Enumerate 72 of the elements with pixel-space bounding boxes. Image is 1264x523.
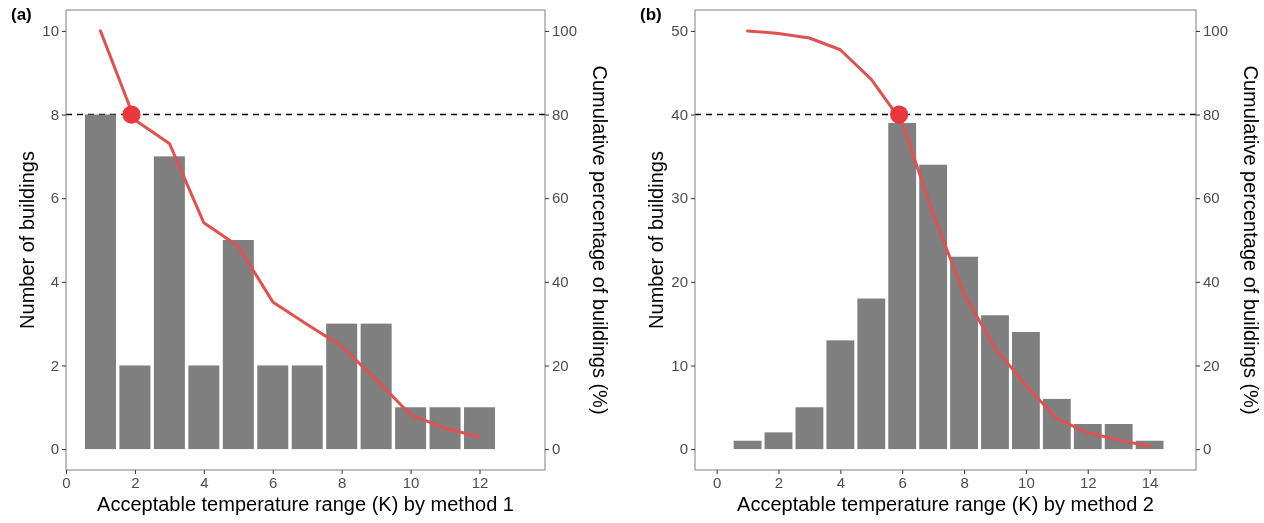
y2-tick-label: 80 xyxy=(1203,105,1220,123)
x-tick-label: 8 xyxy=(960,473,969,491)
x-tick-label: 10 xyxy=(402,473,420,491)
bar xyxy=(360,323,392,450)
y2-tick-label: 60 xyxy=(552,189,569,207)
x-tick-label: 0 xyxy=(62,473,71,491)
x-tick-label: 0 xyxy=(712,473,722,491)
y-tick-label: 10 xyxy=(42,22,59,40)
bar xyxy=(257,365,289,450)
bar xyxy=(395,407,427,450)
bar xyxy=(733,440,762,450)
y2-tick-label: 40 xyxy=(552,273,569,291)
bar xyxy=(291,365,323,450)
x-tick-label: 8 xyxy=(338,473,347,491)
y-tick-label: 6 xyxy=(50,189,59,207)
bar xyxy=(919,164,948,450)
bar xyxy=(188,365,220,450)
bar xyxy=(888,122,917,450)
y2-tick-label: 0 xyxy=(552,440,561,458)
x-tick-label: 2 xyxy=(774,473,784,491)
bar xyxy=(1011,332,1040,450)
y2-tick-label: 80 xyxy=(552,105,569,123)
y2-tick-label: 0 xyxy=(1203,440,1212,458)
chart-title: (b) xyxy=(640,5,662,24)
x-axis-title: Acceptable temperature range (K) by method 1 xyxy=(97,493,514,515)
y-tick-label: 0 xyxy=(679,440,688,458)
y2-tick-label: 100 xyxy=(552,22,578,40)
bar xyxy=(119,365,151,450)
bar xyxy=(326,323,358,450)
bar xyxy=(857,298,886,450)
y-tick-label: 4 xyxy=(50,273,59,291)
bar xyxy=(222,240,254,450)
bar xyxy=(84,114,116,450)
x-tick-label: 12 xyxy=(1079,473,1097,491)
bar xyxy=(826,340,855,450)
x-tick-label: 4 xyxy=(200,473,209,491)
x-tick-label: 4 xyxy=(836,473,846,491)
bar xyxy=(1042,398,1071,450)
line-series xyxy=(746,29,1152,449)
x-tick-label: 2 xyxy=(131,473,140,491)
bar xyxy=(429,407,461,450)
chart-title: (a) xyxy=(11,5,32,24)
y-tick-label: 20 xyxy=(671,273,688,291)
bar xyxy=(464,407,496,450)
y-tick-label: 2 xyxy=(50,356,59,374)
x-tick-label: 6 xyxy=(898,473,907,491)
y-tick-label: 0 xyxy=(50,440,59,458)
y2-tick-label: 20 xyxy=(1203,356,1220,374)
y-tick-label: 30 xyxy=(671,189,688,207)
bar xyxy=(950,256,978,450)
bar xyxy=(795,407,824,450)
y-axis-title: Number of buildings xyxy=(16,151,38,329)
y-tick-label: 50 xyxy=(671,22,688,40)
x-tick-label: 6 xyxy=(269,473,278,491)
y2-tick-label: 100 xyxy=(1203,22,1229,40)
bar xyxy=(764,432,793,450)
bar xyxy=(981,315,1009,450)
x-tick-label: 14 xyxy=(1141,473,1159,491)
y-tick-label: 8 xyxy=(50,105,59,123)
line-series xyxy=(98,29,482,439)
y2-axis-title: Cumulative percentage of buildings (%) xyxy=(1240,65,1262,415)
x-tick-label: 10 xyxy=(1018,473,1035,491)
y2-axis-title: Cumulative percentage of buildings (%) xyxy=(589,65,611,415)
y2-tick-label: 40 xyxy=(1203,273,1220,291)
bar xyxy=(153,156,185,450)
x-tick-label: 12 xyxy=(471,473,489,491)
x-axis-title: Acceptable temperature range (K) by method 2 xyxy=(737,493,1154,515)
y-axis-title: Number of buildings xyxy=(645,151,667,329)
y-tick-label: 10 xyxy=(671,356,688,374)
y2-tick-label: 60 xyxy=(1203,189,1220,207)
y-tick-label: 40 xyxy=(671,105,688,123)
y2-tick-label: 20 xyxy=(552,356,569,374)
